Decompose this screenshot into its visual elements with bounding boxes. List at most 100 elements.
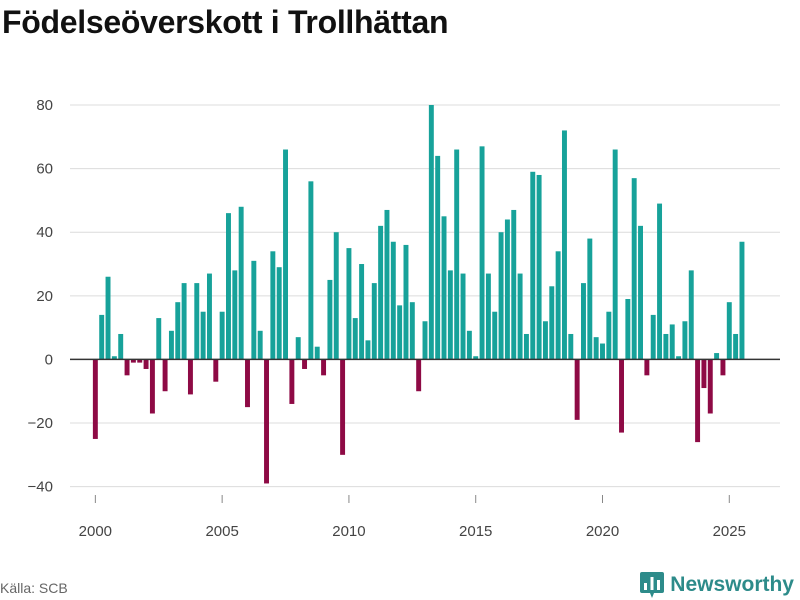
brand-logo: Newsworthy	[640, 572, 794, 598]
bar	[733, 333, 739, 360]
bar	[669, 324, 675, 360]
bar	[511, 209, 517, 360]
bar	[492, 311, 498, 360]
bar	[257, 330, 263, 360]
x-tick-label: 2020	[586, 523, 619, 540]
x-tick-label: 2000	[79, 523, 112, 540]
bar	[619, 359, 624, 433]
bar	[707, 359, 713, 414]
bar	[238, 206, 244, 360]
bar	[542, 321, 548, 360]
bar	[295, 337, 301, 360]
bar	[625, 299, 631, 360]
bar	[378, 225, 384, 360]
bar	[517, 273, 523, 360]
bar	[682, 321, 688, 360]
bar	[555, 251, 561, 360]
bar	[612, 149, 618, 360]
y-tick-label: 80	[36, 97, 53, 114]
bar	[365, 340, 371, 360]
bar	[644, 359, 650, 376]
bar	[593, 337, 599, 360]
bar	[739, 241, 745, 360]
bar	[600, 343, 605, 360]
bar	[92, 359, 98, 439]
bar	[232, 270, 238, 360]
y-tick-label: 60	[36, 161, 53, 178]
bar	[695, 359, 701, 443]
bar	[650, 314, 656, 360]
bar	[574, 359, 580, 420]
bar	[308, 181, 314, 360]
bar	[194, 283, 200, 360]
bar	[99, 314, 105, 360]
bar	[219, 311, 225, 360]
bar	[701, 359, 707, 389]
bar	[111, 356, 117, 360]
y-tick-label: −40	[28, 479, 53, 496]
bar	[536, 174, 542, 360]
bar	[346, 248, 352, 360]
chart-title: Födelseöverskott i Trollhättan	[2, 4, 449, 40]
bar-chart-icon	[640, 572, 665, 598]
bar	[384, 209, 390, 360]
bar	[270, 251, 276, 360]
bar	[175, 302, 181, 360]
bar	[714, 353, 720, 360]
bar	[245, 359, 250, 408]
y-tick-label: −20	[28, 415, 53, 432]
bar	[447, 270, 453, 360]
bar	[422, 321, 428, 360]
bar	[352, 318, 358, 360]
x-tick-label: 2015	[459, 523, 492, 540]
bar	[187, 359, 193, 395]
bar	[206, 273, 212, 360]
bar	[321, 359, 327, 376]
y-tick-label: 0	[45, 351, 53, 368]
bar	[149, 359, 155, 414]
bar	[631, 178, 637, 360]
bar	[213, 359, 219, 382]
bar	[568, 333, 574, 360]
bar	[168, 330, 174, 360]
bar	[264, 359, 269, 484]
bar	[498, 232, 504, 360]
source-note: Källa: SCB	[0, 580, 68, 596]
brand-name: Newsworthy	[670, 573, 794, 596]
bar	[726, 302, 732, 360]
bar	[181, 283, 187, 360]
y-tick-label: 20	[36, 288, 53, 305]
bars	[92, 105, 745, 484]
axes: −40 −20 0 20 40 60 80 2000 2005 2010 2015 2020 2025	[28, 97, 780, 540]
gridlines	[70, 104, 780, 488]
bar	[200, 311, 206, 360]
bar	[143, 359, 149, 369]
bar	[416, 359, 422, 392]
y-tick-label: 40	[36, 224, 53, 241]
bar	[289, 359, 295, 404]
bar	[333, 232, 339, 360]
bar	[485, 273, 491, 360]
bar	[428, 105, 434, 360]
bar	[162, 359, 168, 392]
bar	[663, 333, 669, 360]
bar	[283, 149, 288, 360]
bar	[479, 146, 485, 360]
bar	[359, 264, 365, 360]
bar	[720, 359, 726, 376]
bar	[688, 270, 694, 360]
bar	[156, 318, 162, 360]
bar	[130, 359, 136, 363]
bar	[124, 359, 130, 376]
bar	[105, 276, 111, 360]
bar	[523, 333, 529, 360]
bar	[581, 283, 586, 360]
bar	[454, 149, 460, 360]
bar	[460, 273, 466, 360]
bar	[435, 155, 441, 360]
bar	[606, 311, 612, 360]
bar	[276, 267, 282, 360]
bar	[118, 333, 124, 360]
bar	[530, 171, 536, 360]
